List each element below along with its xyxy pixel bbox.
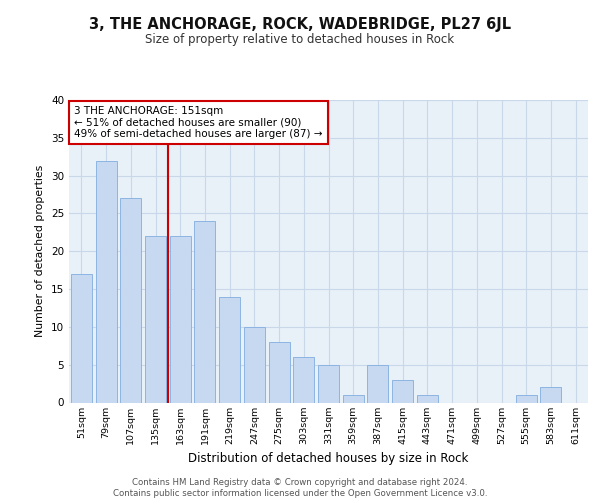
Text: 3, THE ANCHORAGE, ROCK, WADEBRIDGE, PL27 6JL: 3, THE ANCHORAGE, ROCK, WADEBRIDGE, PL27… <box>89 18 511 32</box>
Bar <box>269 342 290 402</box>
Bar <box>71 274 92 402</box>
Bar <box>145 236 166 402</box>
Bar <box>343 395 364 402</box>
Bar <box>95 160 116 402</box>
Bar <box>244 327 265 402</box>
Bar <box>392 380 413 402</box>
Bar <box>194 221 215 402</box>
Bar <box>170 236 191 402</box>
Bar <box>516 395 537 402</box>
Bar <box>417 395 438 402</box>
Y-axis label: Number of detached properties: Number of detached properties <box>35 165 46 338</box>
Text: Size of property relative to detached houses in Rock: Size of property relative to detached ho… <box>145 32 455 46</box>
Text: Contains HM Land Registry data © Crown copyright and database right 2024.
Contai: Contains HM Land Registry data © Crown c… <box>113 478 487 498</box>
Bar <box>541 388 562 402</box>
Bar <box>219 296 240 403</box>
Bar <box>120 198 141 402</box>
Bar <box>318 364 339 403</box>
X-axis label: Distribution of detached houses by size in Rock: Distribution of detached houses by size … <box>188 452 469 465</box>
Text: 3 THE ANCHORAGE: 151sqm
← 51% of detached houses are smaller (90)
49% of semi-de: 3 THE ANCHORAGE: 151sqm ← 51% of detache… <box>74 106 323 139</box>
Bar <box>293 357 314 403</box>
Bar <box>367 364 388 403</box>
